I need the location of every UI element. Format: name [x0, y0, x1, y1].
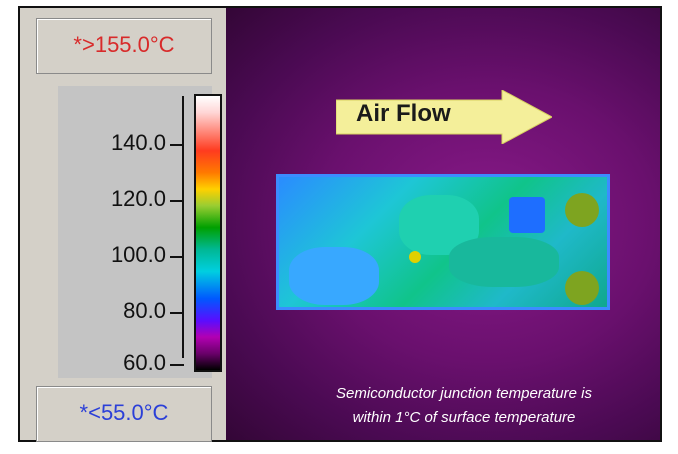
caption-line-2: within 1°C of surface temperature: [352, 409, 576, 426]
tick-mark-60: [170, 364, 184, 366]
scale-axis-line: [182, 96, 184, 358]
air-flow-label: Air Flow: [356, 100, 451, 127]
tick-label-140: 140.0: [110, 130, 166, 155]
hot-component-bottom: [565, 271, 599, 305]
min-temperature-label: *<55.0°C: [79, 400, 169, 425]
tick-label-120: 120.0: [110, 186, 166, 211]
min-temperature-box: *<55.0°C: [36, 386, 212, 442]
caption-line-1: Semiconductor junction temperature is: [336, 385, 592, 402]
arrow-icon: [335, 89, 554, 145]
tick-mark-100: [170, 256, 184, 258]
hot-component-top: [565, 193, 599, 227]
temperature-scale-panel: *>155.0°C 140.0 120.0 100.0 80.0 60.0 *<…: [20, 8, 226, 442]
cool-region: [289, 247, 379, 305]
image-caption: Semiconductor junction temperature is wi…: [256, 382, 672, 430]
temperature-color-bar: [194, 94, 222, 372]
tick-label-60: 60.0: [123, 350, 166, 375]
tick-label-100: 100.0: [110, 242, 166, 267]
cool-component: [509, 197, 545, 233]
max-temperature-box: *>155.0°C: [36, 18, 212, 74]
circuit-board-hotspot: [276, 174, 610, 310]
hot-spot: [409, 251, 421, 263]
tick-mark-140: [170, 144, 184, 146]
thermal-image-frame: *>155.0°C 140.0 120.0 100.0 80.0 60.0 *<…: [18, 6, 662, 442]
air-flow-arrow: Air Flow: [335, 89, 554, 145]
max-temperature-label: *>155.0°C: [73, 32, 175, 57]
tick-mark-80: [170, 312, 184, 314]
tick-mark-120: [170, 200, 184, 202]
color-scale-area: 140.0 120.0 100.0 80.0 60.0: [58, 86, 222, 378]
tick-label-80: 80.0: [123, 298, 166, 323]
mid-region: [449, 237, 559, 287]
thermal-image: Air Flow: [226, 8, 660, 440]
